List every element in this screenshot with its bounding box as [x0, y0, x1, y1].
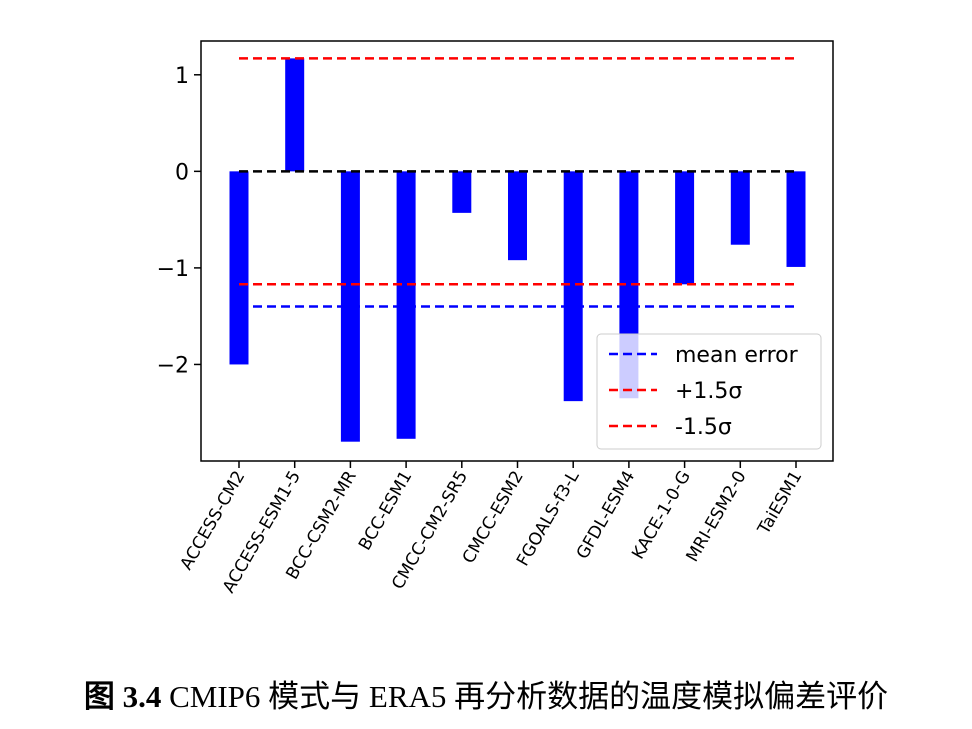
- x-tick-label: TaiESM1: [754, 468, 807, 539]
- figure-label: 图 3.4: [83, 679, 162, 714]
- x-tick-label: KACE-1-0-G: [628, 468, 695, 563]
- bar: [396, 171, 416, 439]
- bar: [285, 58, 305, 172]
- legend-label: -1.5σ: [675, 415, 732, 440]
- bar: [340, 171, 360, 442]
- plot-frame: [200, 40, 834, 462]
- caption-text: CMIP6 模式与 ERA5 再分析数据的温度模拟偏差评价: [161, 679, 889, 714]
- bar: [675, 171, 695, 285]
- y-tick-label: 1: [175, 64, 189, 89]
- x-tick-label: GFDL-ESM4: [573, 468, 640, 563]
- bar: [730, 171, 750, 245]
- y-tick-label: −1: [157, 257, 189, 282]
- bias-bar-chart: 1 0 −1 −2 ACCESS-CM2ACCESS-ESM1-5BCC-CSM2-M…: [157, 40, 834, 597]
- legend: mean error +1.5σ -1.5σ: [596, 333, 822, 450]
- reference-lines-layer: [239, 57, 796, 308]
- x-tick-label: MRI-ESM2-0: [683, 468, 751, 566]
- figure-caption: 图 3.4 CMIP6 模式与 ERA5 再分析数据的温度模拟偏差评价: [0, 672, 972, 722]
- legend-box: [596, 333, 822, 450]
- x-tick-label: BCC-ESM1: [355, 468, 416, 554]
- x-axis: ACCESS-CM2ACCESS-ESM1-5BCC-CSM2-MRBCC-ES…: [177, 461, 807, 597]
- bar: [452, 171, 472, 213]
- y-tick-label: 0: [175, 160, 189, 185]
- bar: [229, 171, 249, 365]
- y-tick-label: −2: [157, 353, 189, 378]
- bar: [508, 171, 527, 261]
- bar: [563, 171, 583, 402]
- bar: [786, 171, 806, 267]
- legend-label: mean error: [675, 343, 799, 368]
- legend-label: +1.5σ: [675, 379, 742, 404]
- y-axis: 1 0 −1 −2: [157, 64, 201, 378]
